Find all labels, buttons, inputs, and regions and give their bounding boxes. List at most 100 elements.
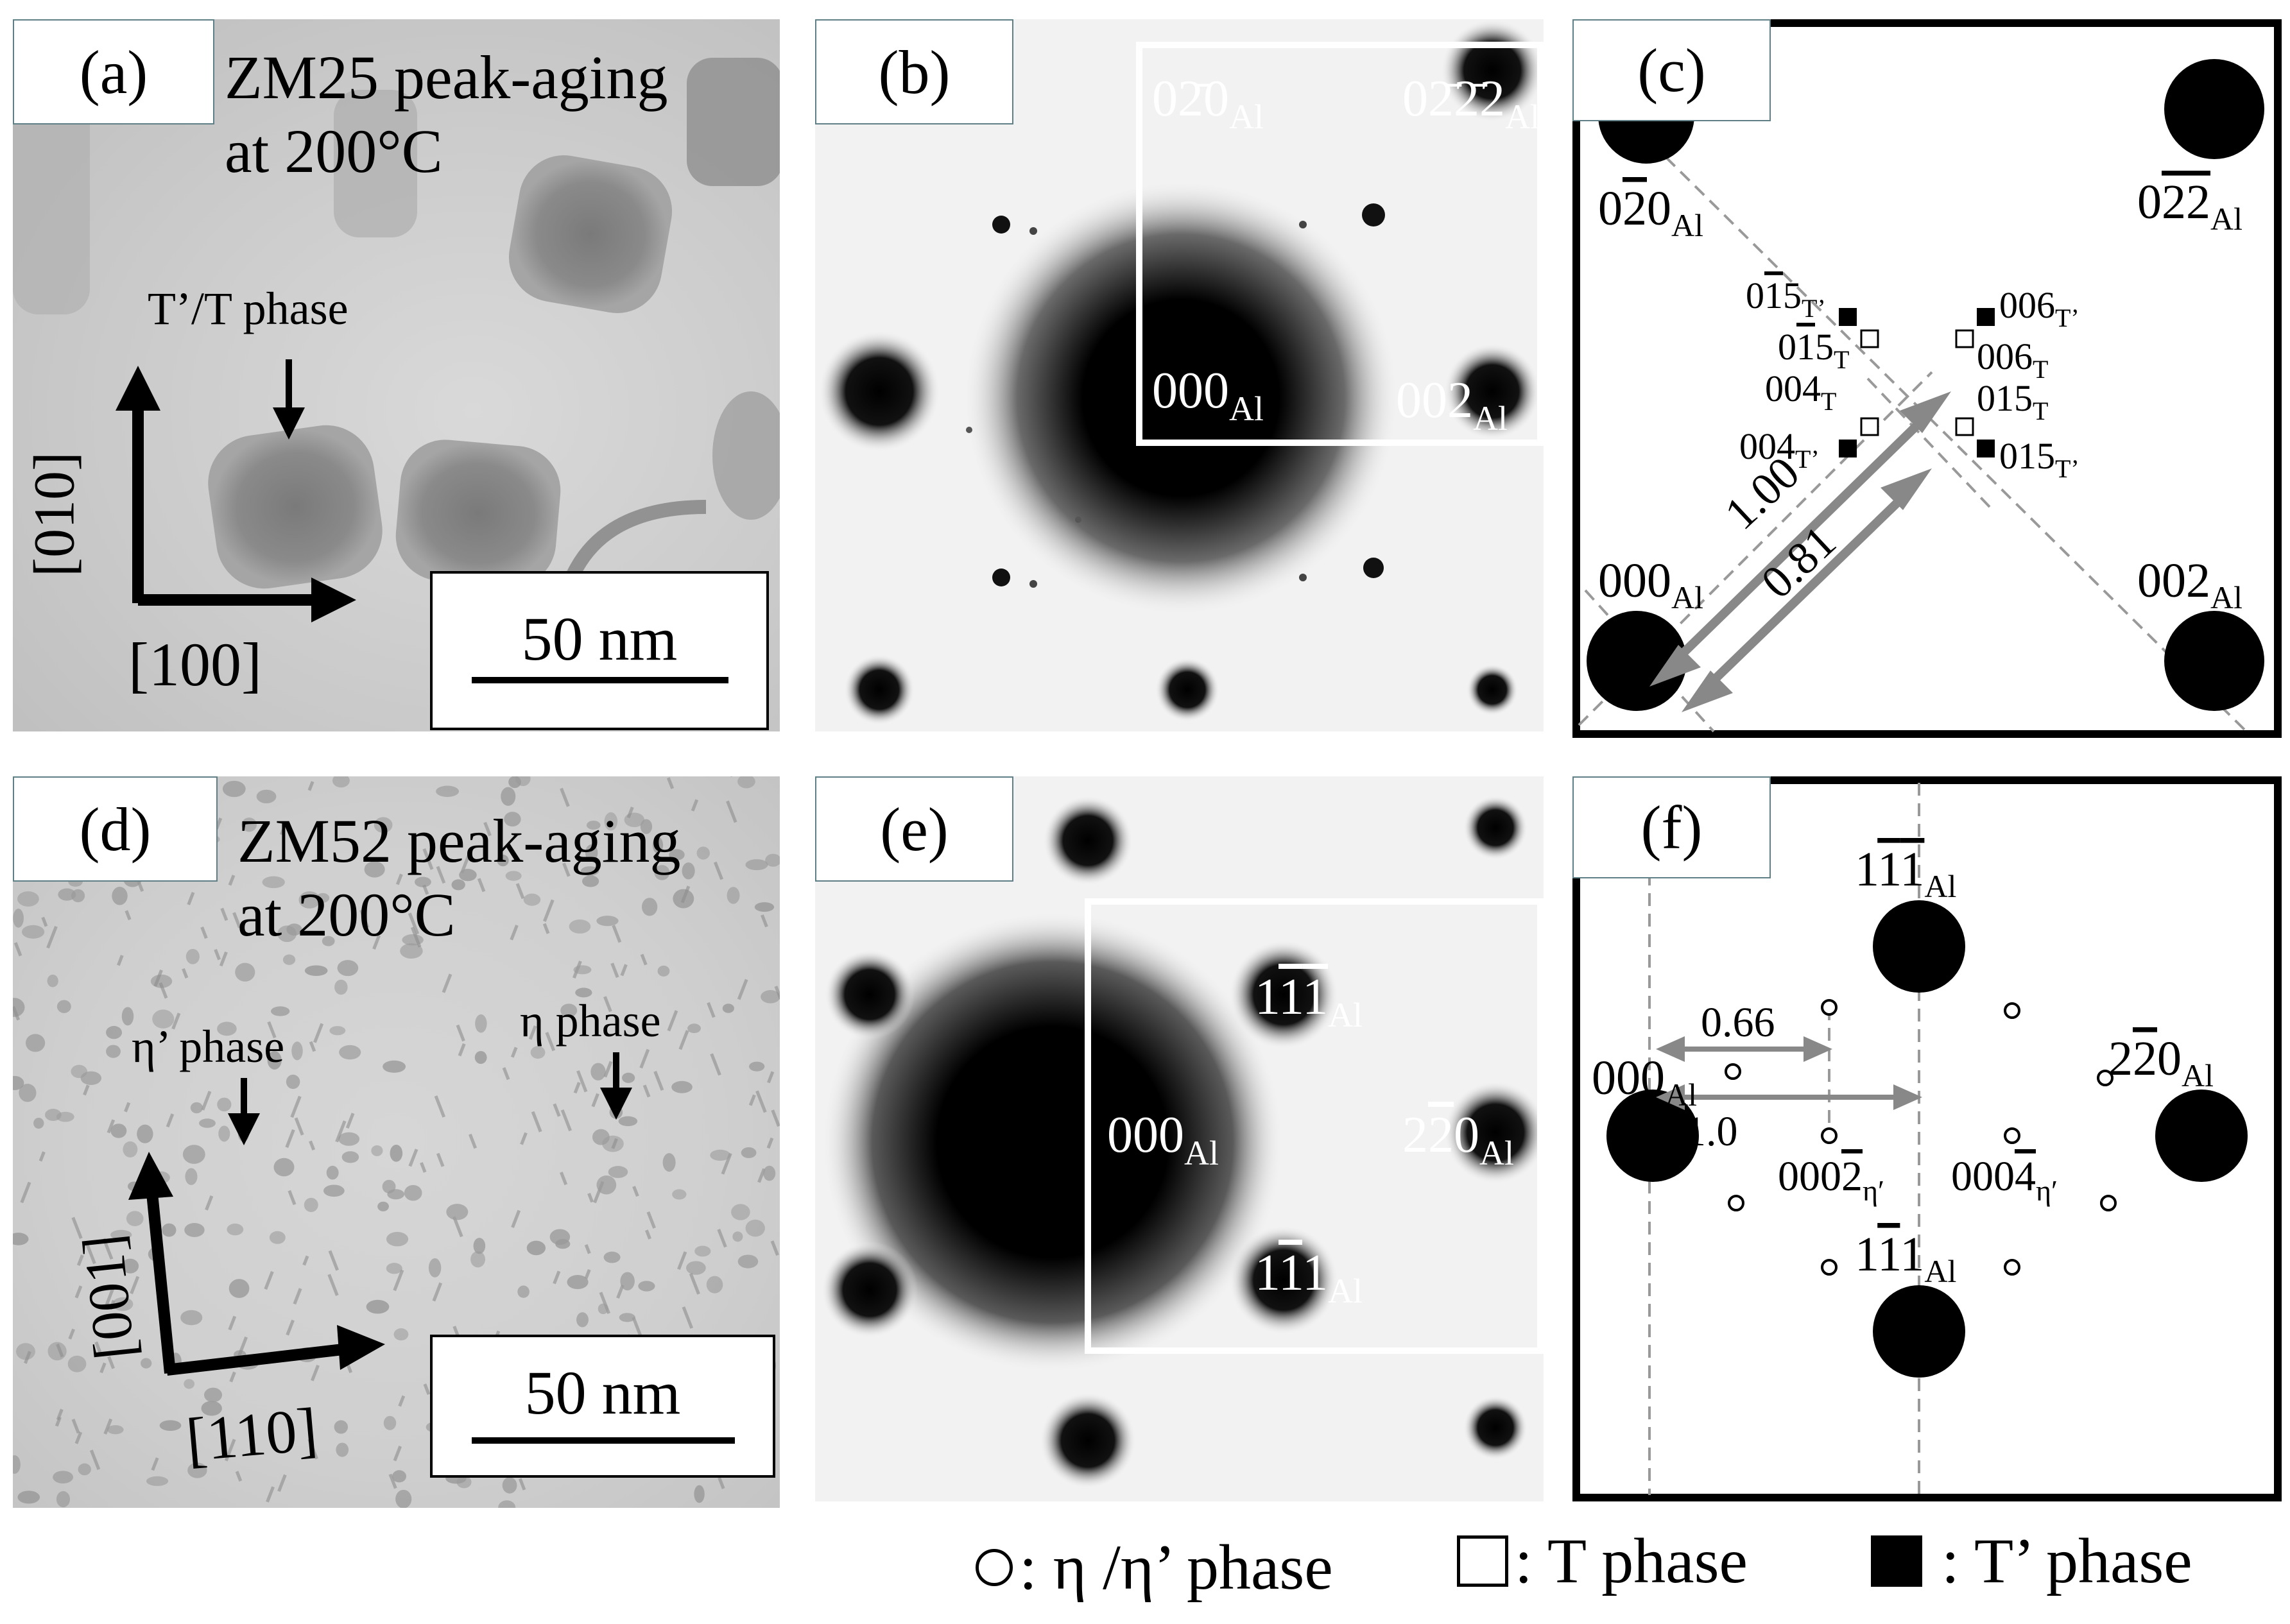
precipitate-rod — [285, 1129, 295, 1149]
precipitate-dot — [393, 1328, 409, 1341]
precipitate-rod — [644, 1229, 651, 1240]
precipitate-rod — [542, 899, 555, 922]
precipitate-rod — [757, 1168, 766, 1183]
precipitate-dot — [262, 876, 285, 889]
precipitate-dot — [657, 965, 670, 977]
precipitate-rod — [293, 1288, 302, 1305]
panel-e-inset-frame — [1085, 898, 1544, 1354]
precipitate-rod — [515, 883, 525, 900]
precipitate-dot — [575, 987, 592, 998]
precipitate-rod — [434, 1095, 446, 1118]
panel-c-label-br: 002Al — [2137, 554, 2243, 615]
precipitate-rod — [410, 927, 422, 948]
panel-f-distance-1: 0.66 — [1701, 999, 1775, 1046]
precipitate-rod — [288, 1190, 297, 1206]
precipitate-dot — [339, 1045, 361, 1060]
panel-c-square-tprime — [1839, 440, 1857, 457]
panel-f-spot-right — [2155, 1090, 2248, 1182]
panel-a-title-line2: at 200°C — [225, 117, 443, 185]
precipitate-rod — [436, 1152, 445, 1167]
precipitate-dot — [337, 960, 359, 977]
panel-c-square-t — [1955, 329, 1974, 348]
precipitate-dot — [662, 1153, 676, 1172]
precipitate-dot — [282, 954, 296, 965]
precipitate-dot — [180, 1310, 203, 1326]
precipitate-dot — [256, 789, 277, 804]
precipitate-rod — [748, 1094, 756, 1106]
precipitate-rod — [74, 1432, 83, 1444]
precipitate-rod — [85, 1242, 96, 1265]
precipitate-rod — [102, 1238, 114, 1260]
precipitate-rod — [626, 807, 634, 819]
precipitate-dot — [33, 1118, 44, 1129]
panel-d-precipitates — [13, 776, 780, 1508]
precipitate-dot — [56, 1000, 71, 1013]
precipitate-rod — [666, 777, 675, 789]
precipitate-rod — [755, 1090, 767, 1113]
precipitate-rod — [587, 1193, 594, 1203]
panel-e-spot-top: 111Al — [1255, 969, 1363, 1034]
precipitate-dot — [592, 1129, 610, 1145]
precipitate-rod — [456, 1024, 465, 1042]
precipitate-dot — [338, 1132, 360, 1146]
panel-f-eta-markers — [1725, 999, 2117, 1276]
precipitate-dot — [765, 853, 780, 867]
precipitate-dot — [386, 1231, 409, 1247]
precipitate-rod — [584, 1269, 591, 1279]
precipitate-rod — [395, 873, 403, 885]
panel-d-title-line2: at 200°C — [237, 880, 456, 949]
precipitate-dot — [404, 1184, 422, 1201]
precipitate-dot — [586, 821, 601, 830]
precipitate-dot — [298, 891, 321, 909]
precipitate-rod — [511, 1209, 521, 1228]
panel-b-spot-center: 000Al — [1152, 363, 1264, 428]
panel-e-spots: 111Al 000Al 220Al 111Al — [822, 796, 1544, 1489]
precipitate-rod — [436, 866, 446, 884]
precipitate-dot — [341, 1151, 359, 1163]
precipitate-rod — [286, 1319, 295, 1336]
precipitate-rod — [200, 926, 208, 939]
precipitate-rod — [770, 1240, 779, 1256]
precipitate-dot — [364, 861, 385, 878]
panel-c-label-015-tprime-right: 015T’ — [1999, 435, 2079, 483]
precipitate-dot — [107, 1425, 124, 1435]
precipitate-rod — [307, 781, 314, 791]
precipitate-dot — [291, 1041, 303, 1061]
precipitate-rod — [573, 1082, 581, 1094]
precipitate-rod — [420, 1162, 427, 1173]
precipitate-dot — [608, 1166, 628, 1178]
panel-c-label-006-tprime: 006T’ — [1999, 284, 2079, 332]
panel-c-label-tr: 022Al — [2137, 175, 2243, 237]
precipitate-rod — [707, 1002, 716, 1018]
panel-d-axis-horizontal: [110] — [183, 1394, 320, 1474]
panel-f-schematic: 0.66 1.0 111Al 000Al 220Al 111Al 0002η′ … — [1572, 776, 2282, 1501]
precipitate-rod — [153, 969, 163, 987]
precipitate-rod — [408, 912, 420, 935]
panel-d-title-line1: ZM52 peak-aging — [237, 807, 681, 875]
precipitate-rod — [603, 1061, 613, 1078]
precipitate-rod — [718, 1476, 725, 1489]
precipitate-rod — [229, 1371, 236, 1383]
precipitate-dot — [754, 902, 775, 912]
panel-d-arrow1-label: η’ phase — [132, 1021, 285, 1072]
panel-c-spot-bl — [1587, 611, 1687, 711]
precipitate-rod — [682, 1306, 694, 1329]
precipitate-dot — [706, 1276, 723, 1294]
precipitate-dot — [505, 871, 522, 881]
precipitate-dot — [159, 1420, 182, 1431]
precipitate-dot — [123, 1141, 138, 1158]
precipitate-dot — [682, 862, 695, 880]
precipitate-dot — [13, 909, 24, 928]
panel-f-spot-bottom — [1873, 1285, 1965, 1378]
precipitate-rod — [20, 1181, 31, 1204]
precipitate-rod — [68, 1328, 75, 1340]
precipitate-rod — [442, 973, 452, 993]
precipitate-dot — [110, 1124, 127, 1138]
precipitate-dot — [106, 1025, 123, 1039]
precipitate-rod — [726, 800, 737, 823]
precipitate-dot — [184, 1223, 205, 1237]
panel-a-title-line1: ZM25 peak-aging — [225, 43, 668, 112]
precipitate-rod — [542, 923, 550, 934]
precipitate-rod — [653, 1070, 664, 1091]
precipitate-dot — [523, 893, 541, 906]
